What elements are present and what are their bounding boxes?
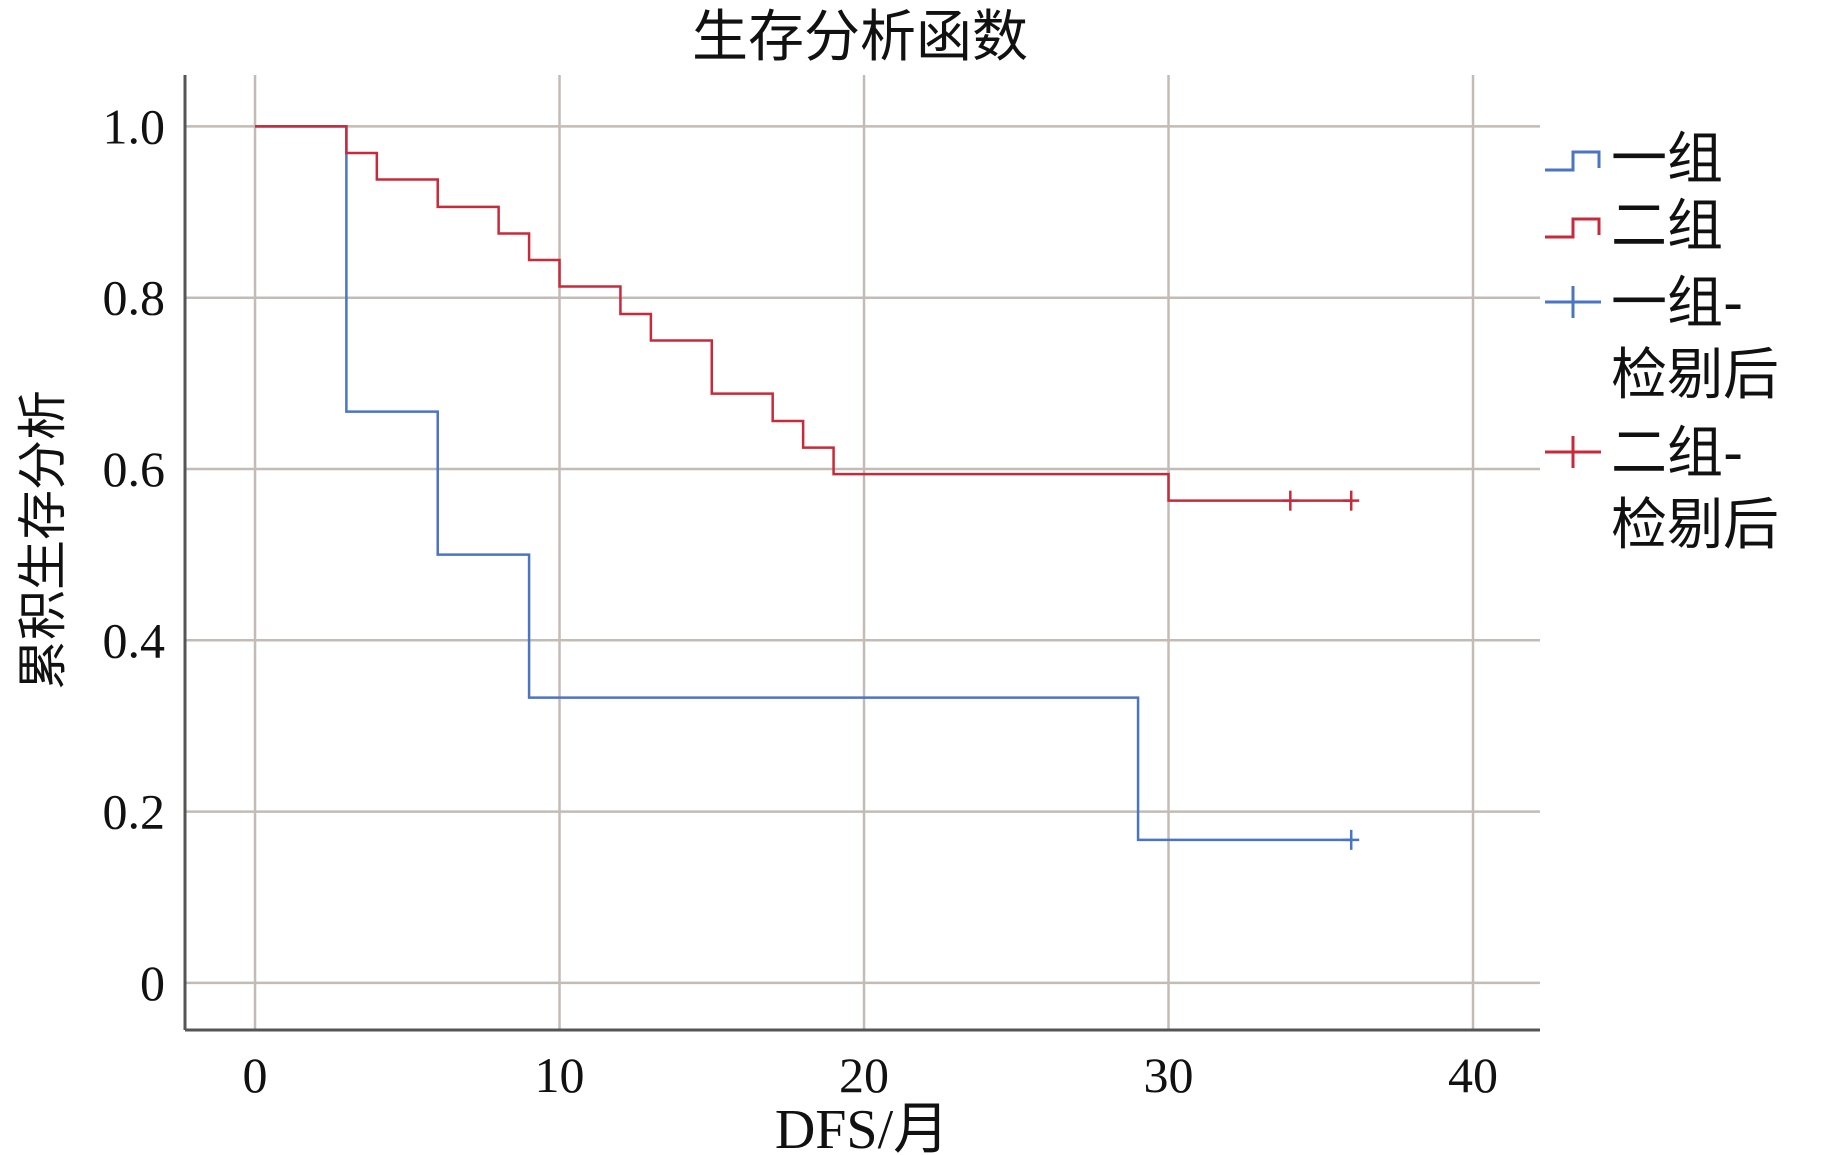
x-tick-label: 40 xyxy=(1448,1047,1498,1103)
tick-labels: 0 10 20 30 40 0 0.2 0.4 0.6 0.8 1.0 xyxy=(103,98,1499,1103)
legend-label: 二组 xyxy=(1611,194,1723,259)
x-tick-label: 30 xyxy=(1144,1047,1194,1103)
series xyxy=(255,125,1360,850)
series-line-1 xyxy=(255,125,1352,842)
legend-label: 二组-检剔后 xyxy=(1611,421,1779,558)
legend-label: 一组-检剔后 xyxy=(1611,271,1779,408)
chart-title: 生存分析函数 xyxy=(692,5,1028,70)
y-axis-title: 累积生存分析 xyxy=(14,390,72,690)
legend-item: 一组 xyxy=(1545,127,1723,192)
legend-step-swatch xyxy=(1545,150,1601,172)
y-tick-label: 0 xyxy=(140,955,165,1011)
legend-item: 二组-检剔后 xyxy=(1545,421,1779,558)
axes xyxy=(183,75,1540,1032)
y-tick-label: 0.6 xyxy=(103,441,166,497)
censor-mark xyxy=(1343,829,1360,850)
censor-mark xyxy=(1282,490,1299,511)
x-axis-title: DFS/月 xyxy=(775,1099,949,1155)
legend-item: 一组-检剔后 xyxy=(1545,271,1779,408)
x-tick-label: 20 xyxy=(839,1047,889,1103)
y-tick-label: 0.4 xyxy=(103,612,166,668)
y-tick-label: 0.2 xyxy=(103,784,166,840)
y-tick-label: 1.0 xyxy=(103,98,166,154)
y-tick-label: 0.8 xyxy=(103,270,166,326)
legend-step-swatch xyxy=(1545,217,1601,239)
x-tick-label: 0 xyxy=(243,1047,268,1103)
censor-mark xyxy=(1343,490,1360,511)
legend-label: 一组 xyxy=(1611,127,1723,192)
legend-item: 二组 xyxy=(1545,194,1723,259)
grid xyxy=(185,75,1540,1030)
series-line-2 xyxy=(255,125,1352,502)
x-tick-label: 10 xyxy=(535,1047,585,1103)
